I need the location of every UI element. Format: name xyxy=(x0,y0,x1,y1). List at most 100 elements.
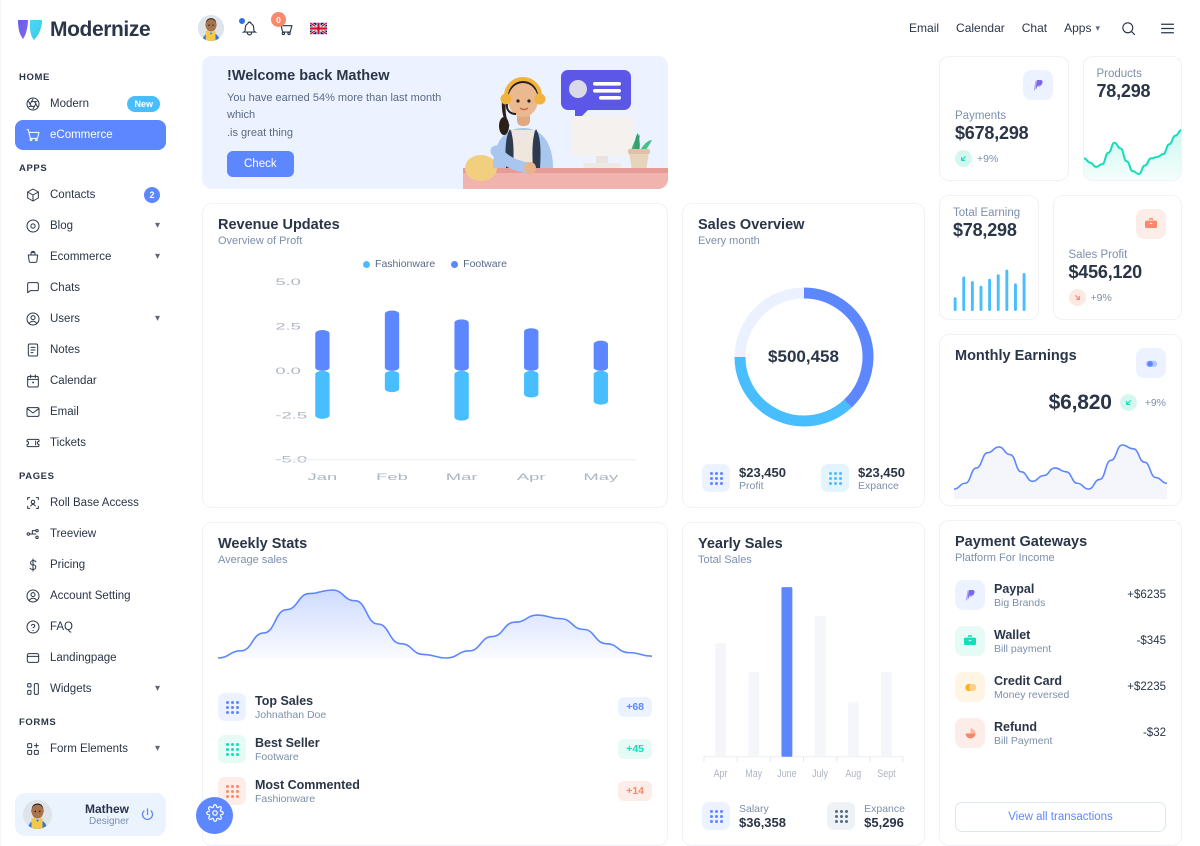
grid-dots-icon[interactable] xyxy=(827,802,856,830)
sidebar-profile-card[interactable]: Mathew Designer xyxy=(15,793,166,836)
bell-icon[interactable] xyxy=(238,17,260,39)
sidebar-item-blog[interactable]: ▾ Blog xyxy=(15,211,166,241)
welcome-text-block: !Welcome back Mathew You have earned 54%… xyxy=(202,68,457,178)
grid-dots-icon[interactable] xyxy=(218,735,246,763)
column-middle: Sales Overview Every month $500,458 $23,… xyxy=(682,56,925,846)
chevron-down-icon[interactable]: ▾ xyxy=(154,683,160,694)
ticket-icon xyxy=(23,433,43,453)
check-button[interactable]: Check xyxy=(227,151,294,178)
sidebar-badge: New xyxy=(127,96,160,112)
weekly-stat-name: Top Sales xyxy=(255,693,314,708)
avatar[interactable] xyxy=(23,800,52,829)
payment-gateway-row[interactable]: Paypal Big Brands +$6235 xyxy=(955,572,1166,618)
weekly-stats-row[interactable]: Top Sales Johnathan Doe +68 xyxy=(218,686,652,728)
sidebar-item-label: Pricing xyxy=(50,559,86,571)
sidebar-item-ecommerce[interactable]: eCommerce xyxy=(15,120,166,150)
sidebar-item-tickets[interactable]: Tickets xyxy=(15,428,166,458)
disc-icon xyxy=(23,216,43,236)
yearly-x-tick: Sept xyxy=(877,768,895,780)
sidebar-item-notes[interactable]: Notes xyxy=(15,335,166,365)
user-circle-icon xyxy=(23,309,43,329)
sidebar-item-calendar[interactable]: Calendar xyxy=(15,366,166,396)
sidebar-item-widgets[interactable]: ▾ Widgets xyxy=(15,674,166,704)
sidebar-item-faq[interactable]: FAQ xyxy=(15,612,166,642)
weekly-stats-row[interactable]: Best Seller Footware +45 xyxy=(218,728,652,770)
nav-email[interactable]: Email xyxy=(909,21,940,35)
revenue-x-tick: Feb xyxy=(376,472,408,482)
sidebar-item-label: Users xyxy=(50,313,81,325)
sidebar-item-treeview[interactable]: Treeview xyxy=(15,519,166,549)
legend-item-fashionware[interactable]: Fashionware xyxy=(363,258,435,270)
uk-flag-icon[interactable] xyxy=(310,21,327,35)
topbar-avatar[interactable] xyxy=(198,15,224,41)
wallet-icon xyxy=(955,626,985,656)
grid-dots-icon[interactable] xyxy=(702,464,730,492)
grid-dots-icon[interactable] xyxy=(702,802,730,830)
total-earning-value: $78,298 xyxy=(953,220,1017,240)
payments-value: $678,298 xyxy=(955,123,1029,143)
weekly-stats-row[interactable]: Most Commented Fashionware +14 xyxy=(218,770,652,812)
weekly-stat-chip: +68 xyxy=(618,697,652,717)
payment-subtitle: Bill payment xyxy=(994,642,1052,655)
yearly-sales-subtitle: Total Sales xyxy=(698,554,752,566)
grid-dots-icon[interactable] xyxy=(821,464,849,492)
sidebar-item-contacts[interactable]: 2 Contacts xyxy=(15,180,166,210)
nav-calendar[interactable]: Calendar xyxy=(956,21,1005,35)
payment-gateway-row[interactable]: Credit Card Money reversed +$2235 xyxy=(955,664,1166,710)
sidebar-item-email[interactable]: Email xyxy=(15,397,166,427)
sidebar-item-modern[interactable]: New Modern xyxy=(15,89,166,119)
nav-apps-dropdown[interactable]: Apps ▾ xyxy=(1064,21,1100,35)
sales-overview-donut: $500,458 xyxy=(698,259,909,454)
search-icon[interactable] xyxy=(1117,17,1139,39)
payment-gateway-row[interactable]: Refund Bill Payment -$32 xyxy=(955,710,1166,756)
yearly-sales-footer: Expance $5,296 Salary $36,358 xyxy=(698,798,909,832)
legend-item-footware[interactable]: Footware xyxy=(451,258,507,270)
grid-dots-icon[interactable] xyxy=(218,693,246,721)
modernize-logo-icon xyxy=(17,19,43,41)
nav-chat[interactable]: Chat xyxy=(1021,21,1048,35)
sales-overview-subtitle: Every month xyxy=(698,235,760,247)
expance-label: Expance xyxy=(858,479,899,492)
toggle-icon xyxy=(1136,348,1166,378)
payment-gateway-row[interactable]: Wallet Bill payment -$345 xyxy=(955,618,1166,664)
revenue-updates-title: Revenue Updates xyxy=(218,217,340,233)
settings-fab-button[interactable] xyxy=(196,797,233,834)
cart-icon[interactable]: 0 xyxy=(271,12,296,39)
sidebar-item-ecommerce[interactable]: ▾ Ecommerce xyxy=(15,242,166,272)
payment-subtitle: Bill Payment xyxy=(994,734,1053,747)
total-earning-label: Total Earning xyxy=(953,207,1021,219)
chevron-down-icon[interactable]: ▾ xyxy=(154,313,160,324)
sidebar-item-landingpage[interactable]: Landingpage xyxy=(15,643,166,673)
column-right: !Welcome back Mathew You have earned 54%… xyxy=(202,56,668,846)
weekly-stats-sparkline xyxy=(218,572,652,680)
sidebar-item-roll-base-access[interactable]: Roll Base Access xyxy=(15,488,166,518)
sales-profit-delta-text: +9% xyxy=(1090,291,1112,304)
weekly-stat-chip: +45 xyxy=(618,739,652,759)
sidebar-item-form-elements[interactable]: ▾ Form Elements xyxy=(15,734,166,764)
payment-gateways-list: Paypal Big Brands +$6235 Wallet Bill payment… xyxy=(955,572,1166,756)
sidebar-item-label: Landingpage xyxy=(50,652,117,664)
hamburger-menu-icon[interactable] xyxy=(1156,17,1178,39)
products-label: Products xyxy=(1096,68,1142,80)
sidebar-item-label: FAQ xyxy=(50,621,74,633)
chevron-down-icon[interactable]: ▾ xyxy=(154,251,160,262)
sidebar-item-account-setting[interactable]: Account Setting xyxy=(15,581,166,611)
sales-profit-label: Sales Profit xyxy=(1068,249,1128,261)
payments-delta: +9% xyxy=(955,150,1053,167)
card-products: Products 78,298 xyxy=(1082,56,1182,181)
power-icon[interactable] xyxy=(136,804,158,826)
brand[interactable]: Modernize xyxy=(15,0,166,60)
sidebar-item-chats[interactable]: Chats xyxy=(15,273,166,303)
sidebar-item-users[interactable]: ▾ Users xyxy=(15,304,166,334)
chevron-down-icon[interactable]: ▾ xyxy=(154,220,160,231)
sidebar-nav: HOME New Modern eCommerce APPS 2 Contacts ▾ Blog… xyxy=(15,60,166,765)
sidebar-badge: 2 xyxy=(144,187,160,203)
package-icon xyxy=(23,185,43,205)
chevron-down-icon[interactable]: ▾ xyxy=(154,743,160,754)
view-all-transactions-button[interactable]: View all transactions xyxy=(955,802,1166,832)
sidebar-item-pricing[interactable]: Pricing xyxy=(15,550,166,580)
payment-name: Refund xyxy=(994,719,1038,734)
shopping-cart-icon xyxy=(23,125,43,145)
sidebar-section-title-home: HOME xyxy=(19,72,50,83)
weekly-stat-subtitle: Johnathan Doe xyxy=(255,708,327,721)
